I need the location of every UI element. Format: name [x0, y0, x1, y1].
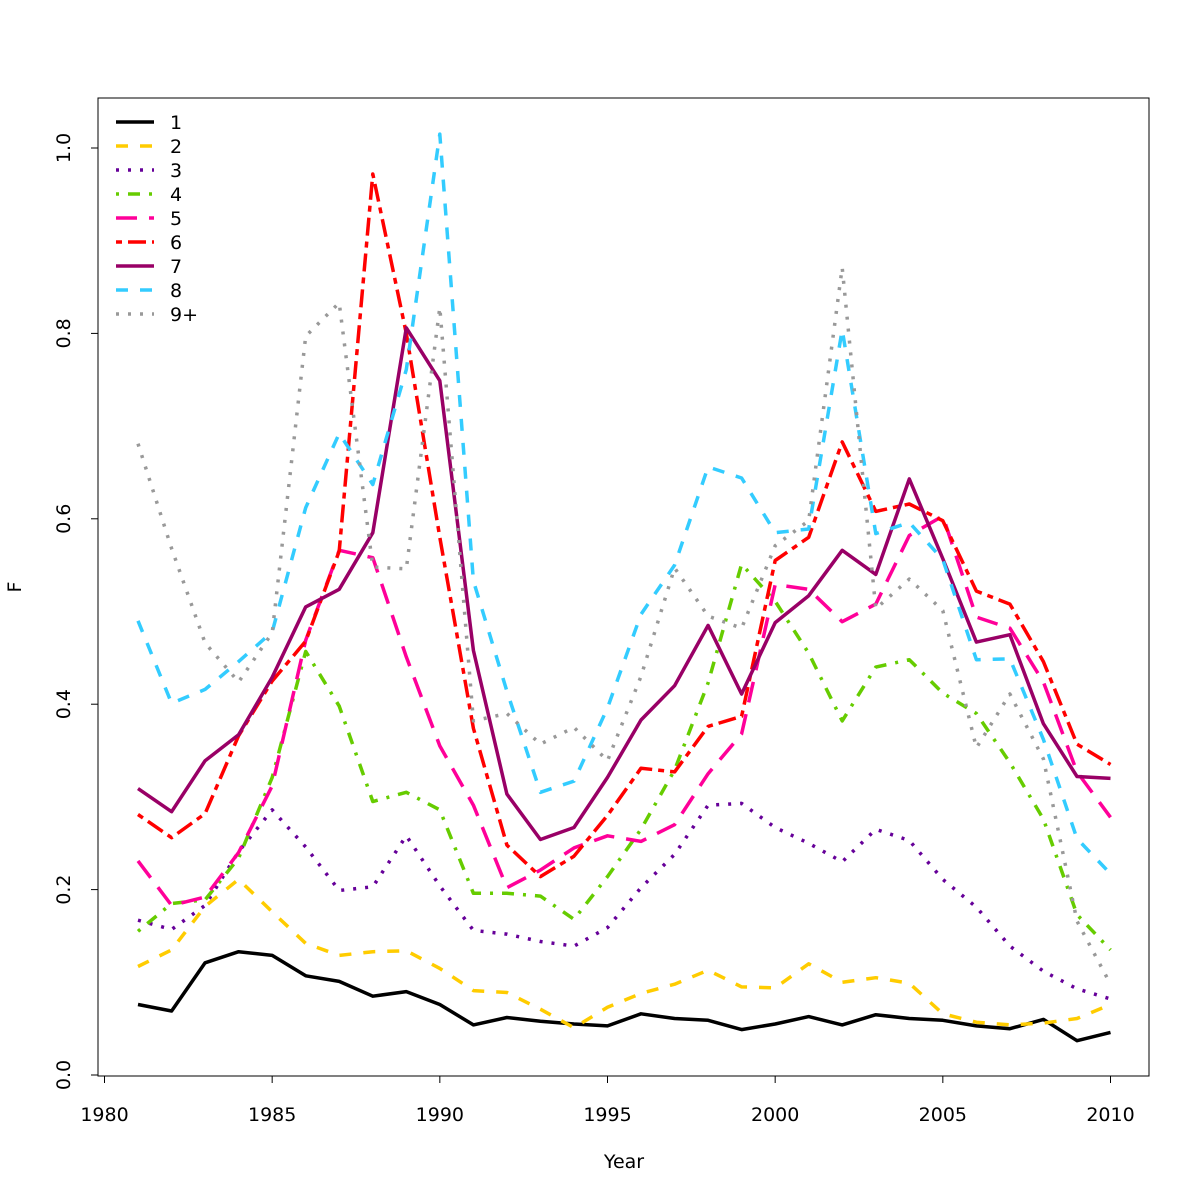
series-6: [137, 172, 1112, 879]
legend-label: 2: [170, 136, 182, 158]
legend-label: 5: [170, 208, 182, 230]
x-tick-label: 2000: [751, 1104, 799, 1126]
y-tick-label: 0.6: [53, 504, 75, 534]
x-tick-label: 2010: [1086, 1104, 1134, 1126]
series-line: [137, 949, 1111, 1043]
series-9plus: [136, 265, 1113, 986]
series-line: [137, 801, 1112, 1001]
x-tick-label: 2005: [919, 1104, 967, 1126]
y-tick-label: 0.8: [53, 318, 75, 348]
series-line: [136, 132, 1112, 876]
x-tick-label: 1995: [583, 1104, 631, 1126]
legend-label: 4: [170, 184, 182, 206]
series-line: [136, 514, 1112, 908]
series-7: [137, 326, 1111, 842]
x-tick-label: 1980: [80, 1104, 128, 1126]
y-axis-title: F: [4, 582, 26, 593]
legend-label: 8: [170, 280, 182, 302]
series-line: [137, 877, 1112, 1030]
y-tick-label: 1.0: [53, 133, 75, 163]
x-axis-title: Year: [603, 1151, 644, 1173]
series-8: [136, 132, 1112, 876]
series-layer: [136, 132, 1113, 1043]
y-tick-label: 0.0: [53, 1060, 75, 1090]
legend-label: 9+: [170, 304, 198, 326]
plot-frame: [97, 97, 1150, 1077]
legend-label: 3: [170, 160, 182, 182]
series-line: [136, 562, 1112, 952]
series-line: [136, 265, 1113, 986]
series-5: [136, 514, 1112, 908]
series-2: [137, 877, 1112, 1030]
x-tick-label: 1985: [248, 1104, 296, 1126]
series-line: [137, 326, 1111, 842]
series-line: [137, 172, 1112, 879]
legend-label: 1: [170, 112, 182, 134]
y-tick-label: 0.2: [53, 874, 75, 904]
legend-label: 6: [170, 232, 182, 254]
y-axis: 0.0 0.2 0.4 0.6 0.8 1.0: [53, 133, 99, 1090]
legend-label: 7: [170, 256, 182, 278]
series-1: [137, 949, 1111, 1043]
y-tick-label: 0.4: [53, 689, 75, 719]
series-4: [136, 562, 1112, 952]
x-axis: 1980 1985 1990 1995 2000 2005 2010: [80, 1075, 1135, 1126]
series-3: [137, 801, 1112, 1001]
x-tick-label: 1990: [416, 1104, 464, 1126]
